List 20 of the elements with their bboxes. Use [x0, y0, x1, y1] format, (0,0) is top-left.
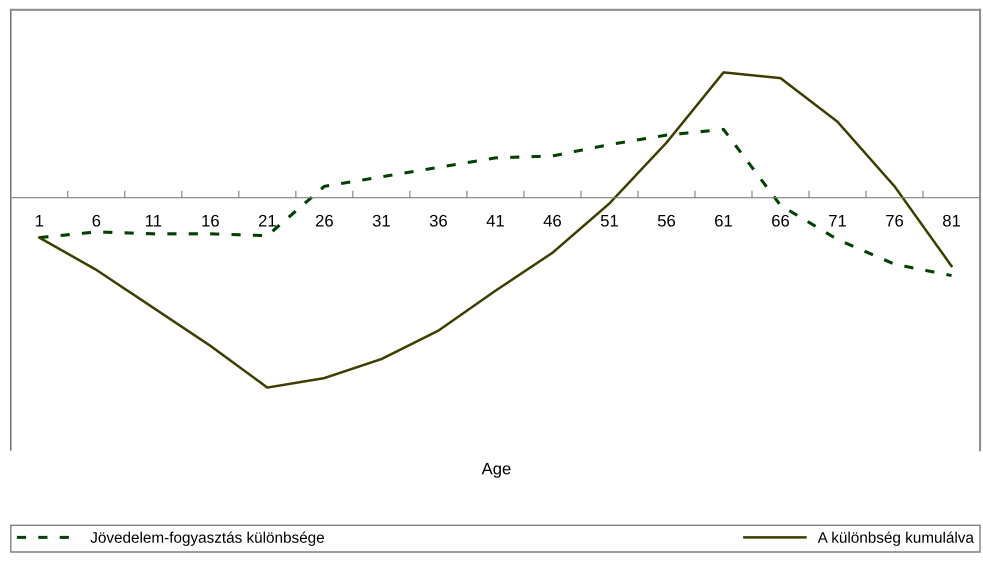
x-tick-label: 46: [544, 214, 561, 227]
x-tick-label: 6: [92, 214, 100, 227]
x-tick-label: 1: [36, 215, 44, 226]
x-tick-label: 11: [146, 215, 162, 226]
x-axis-title: Age: [482, 462, 511, 478]
legend-label: Jövedelem-fogyasztás különbsége: [90, 531, 324, 546]
x-tick-label: 51: [600, 215, 618, 227]
legend-label: A különbség kumulálva: [818, 531, 974, 546]
x-tick-label: 56: [658, 214, 676, 227]
x-tick-label: 16: [202, 214, 219, 227]
x-tick-label: 41: [486, 215, 504, 226]
x-tick-label: 26: [316, 214, 333, 227]
x-tick-label: 71: [829, 215, 846, 226]
x-tick-label: 36: [430, 214, 447, 227]
x-tick-label: 31: [372, 214, 390, 227]
x-tick-label: 76: [886, 214, 904, 227]
x-tick-label: 21: [258, 214, 276, 226]
x-tick-label: 61: [715, 214, 732, 227]
x-tick-label: 81: [943, 214, 960, 227]
x-tick-label: 66: [772, 214, 790, 227]
